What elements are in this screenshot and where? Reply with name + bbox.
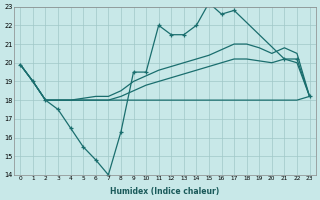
X-axis label: Humidex (Indice chaleur): Humidex (Indice chaleur) [110, 187, 220, 196]
